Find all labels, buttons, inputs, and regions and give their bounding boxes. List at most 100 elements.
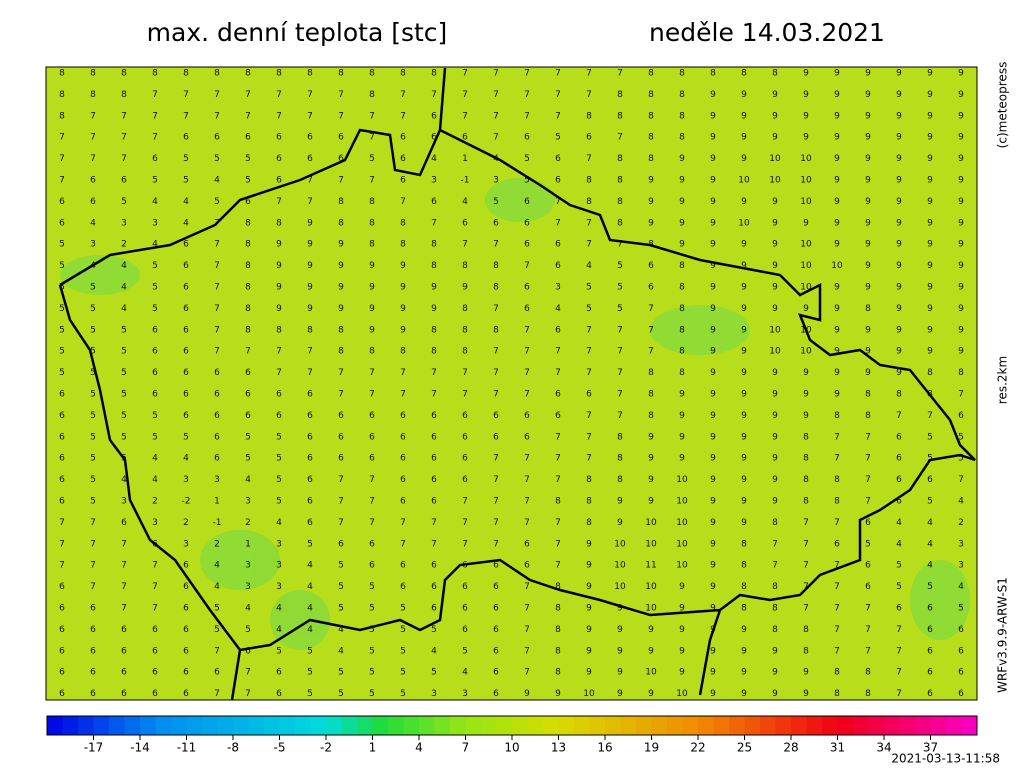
grid-value: 5 (369, 668, 375, 678)
grid-value: 5 (524, 154, 530, 164)
grid-value: 5 (338, 689, 344, 699)
grid-value: 6 (59, 604, 65, 614)
grid-value: 8 (741, 604, 747, 614)
grid-value: 3 (121, 497, 127, 507)
grid-value: 6 (493, 561, 499, 571)
grid-value: 8 (834, 497, 840, 507)
grid-value: 6 (493, 668, 499, 678)
grid-value: 7 (617, 411, 623, 421)
grid-value: 5 (307, 646, 313, 656)
grid-value: 9 (307, 218, 313, 228)
grid-value: 7 (555, 432, 561, 442)
grid-value: 6 (369, 539, 375, 549)
colorbar-tick-label: 13 (551, 741, 566, 755)
grid-value: 6 (90, 625, 96, 635)
grid-value: 9 (865, 154, 871, 164)
grid-value: 9 (710, 454, 716, 464)
grid-value: 8 (338, 325, 344, 335)
grid-value: 6 (400, 154, 406, 164)
grid-value: 5 (307, 689, 313, 699)
grid-value: 7 (462, 497, 468, 507)
grid-value: 6 (338, 432, 344, 442)
grid-value: 7 (245, 668, 251, 678)
colorbar-cell (171, 716, 187, 735)
grid-value: 9 (772, 432, 778, 442)
grid-value: 5 (307, 668, 313, 678)
grid-value: 7 (307, 90, 313, 100)
grid-value: 5 (927, 497, 933, 507)
grid-value: 9 (679, 197, 685, 207)
grid-value: 7 (865, 646, 871, 656)
grid-value: 10 (676, 689, 688, 699)
grid-value: 6 (834, 539, 840, 549)
grid-value: 5 (90, 325, 96, 335)
grid-value: 9 (772, 111, 778, 121)
grid-value: 5 (276, 432, 282, 442)
grid-value: 9 (710, 325, 716, 335)
grid-value: 7 (431, 518, 437, 528)
grid-value: 9 (710, 240, 716, 250)
grid-value: 9 (896, 111, 902, 121)
grid-value: 7 (555, 539, 561, 549)
grid-value: 9 (958, 325, 964, 335)
grid-value: 4 (276, 518, 282, 528)
grid-value: 7 (152, 111, 158, 121)
grid-value: 6 (307, 454, 313, 464)
grid-value: 5 (90, 390, 96, 400)
grid-value: 9 (772, 497, 778, 507)
grid-value: 3 (214, 475, 220, 485)
grid-value: 7 (834, 561, 840, 571)
grid-value: 7 (617, 133, 623, 143)
grid-value: 9 (896, 154, 902, 164)
grid-value: 8 (617, 432, 623, 442)
grid-value: 5 (400, 689, 406, 699)
grid-value: 9 (772, 689, 778, 699)
grid-value: 7 (90, 582, 96, 592)
grid-value: 7 (834, 518, 840, 528)
grid-value: 9 (276, 283, 282, 293)
grid-value: 6 (524, 304, 530, 314)
grid-value: 8 (121, 90, 127, 100)
grid-value: 9 (741, 325, 747, 335)
grid-value: 6 (276, 668, 282, 678)
grid-value: 4 (214, 176, 220, 186)
grid-value: 8 (276, 218, 282, 228)
colorbar-cell (775, 716, 792, 735)
grid-value: 6 (245, 133, 251, 143)
grid-value: 7 (276, 197, 282, 207)
grid-value: 5 (400, 625, 406, 635)
grid-value: 10 (738, 218, 750, 228)
grid-value: 7 (586, 69, 592, 79)
grid-value: 9 (834, 133, 840, 143)
grid-value: 9 (648, 176, 654, 186)
colorbar-cell (791, 716, 807, 735)
grid-value: 9 (772, 218, 778, 228)
grid-value: 6 (214, 368, 220, 378)
grid-value: 6 (896, 604, 902, 614)
grid-value: 10 (676, 518, 688, 528)
grid-value: 6 (493, 604, 499, 614)
grid-value: 3 (276, 539, 282, 549)
grid-value: 8 (648, 69, 654, 79)
grid-value: 10 (614, 561, 626, 571)
grid-value: 8 (772, 69, 778, 79)
grid-value: 8 (400, 218, 406, 228)
colorbar-cell (202, 716, 218, 735)
grid-value: 6 (493, 218, 499, 228)
colorbar-cell (186, 716, 203, 735)
grid-value: 8 (276, 69, 282, 79)
grid-value: 5 (90, 454, 96, 464)
grid-value: 5 (617, 304, 623, 314)
grid-value: 9 (834, 325, 840, 335)
grid-value: 8 (338, 218, 344, 228)
grid-value: 5 (338, 561, 344, 571)
grid-value: 8 (741, 539, 747, 549)
grid-value: 9 (679, 240, 685, 250)
grid-value: 5 (896, 561, 902, 571)
grid-value: 9 (896, 176, 902, 186)
grid-value: 9 (462, 283, 468, 293)
grid-value: 9 (710, 111, 716, 121)
grid-value: 8 (400, 240, 406, 250)
colorbar-cell (915, 716, 931, 735)
grid-value: 9 (710, 133, 716, 143)
